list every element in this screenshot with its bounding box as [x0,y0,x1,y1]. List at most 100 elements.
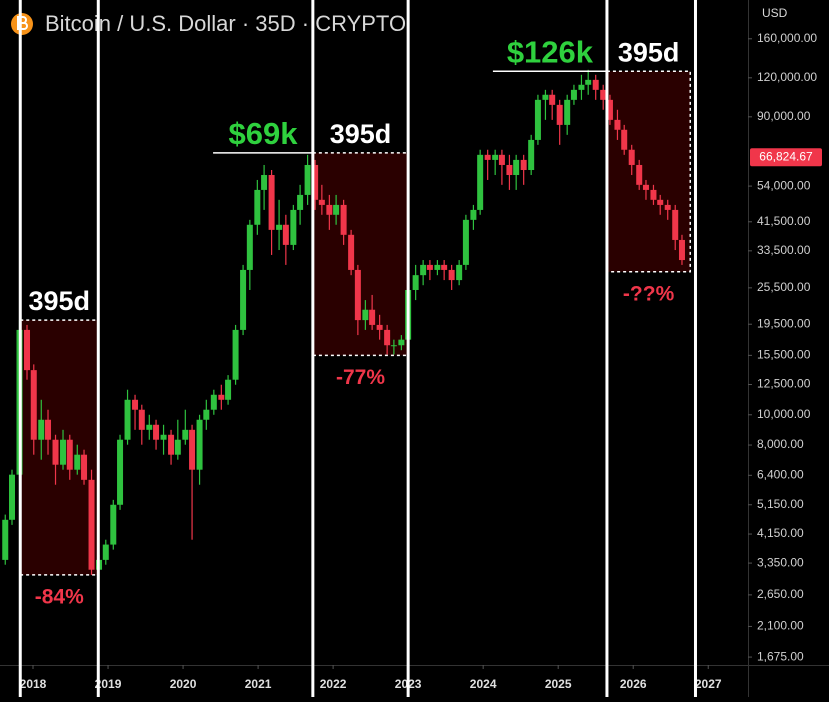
candle-body [650,189,657,200]
candle-body [52,439,59,465]
candle-body [664,204,671,210]
y-tick-label: 10,000.00 [757,407,811,421]
candle-body [102,544,109,560]
candle-body [304,164,311,195]
zone-duration: 395d [330,119,392,149]
last-price-label: 66,824.67 [759,149,813,163]
candle-body [297,194,304,210]
candle-body [513,159,520,176]
x-tick-label: 2027 [695,677,722,691]
candle-body [240,269,247,330]
y-tick-label: 5,150.00 [757,497,804,511]
candle-body [470,209,477,220]
candle-body [390,345,397,347]
candle-body [290,209,297,245]
peak-label: $69k [228,116,298,151]
x-tick-label: 2026 [620,677,647,691]
candle-body [426,264,433,270]
bitcoin-icon [11,13,33,35]
zone-duration: 395d [618,37,680,67]
candle-body [498,154,505,165]
candle-body [88,479,95,570]
candle-body [218,394,225,400]
drawdown-zone [19,319,100,576]
candle-body [196,419,203,470]
y-tick-label: 33,500.00 [757,243,811,257]
candle-body [117,439,124,505]
candle-body [369,309,376,325]
candle-body [340,204,347,235]
candle-body [74,454,81,470]
candle-body [9,474,16,520]
y-tick-label: 41,500.00 [757,214,811,228]
candle-body [384,329,391,346]
candle-body [585,79,592,85]
candle-body [492,154,499,160]
candle-body [2,519,9,560]
candle-body [160,434,167,440]
candle-body [138,409,145,430]
candle-body [606,99,613,120]
y-tick-label: 2,100.00 [757,619,804,633]
candle-body [38,419,45,440]
candle-body [477,154,484,210]
drawdown-zone [312,152,409,357]
candle-body [528,139,535,171]
candle-body [318,199,325,205]
candle-body [520,159,527,171]
candle-body [312,164,319,200]
candle-body [570,89,577,100]
zone-change: -??% [623,282,675,305]
candle-body [542,94,549,100]
candle-body [628,149,635,165]
candle-body [261,175,268,190]
zone-change: -84% [35,585,84,608]
x-tick-label: 2024 [470,677,497,691]
y-axis-label: USD [762,6,788,20]
y-tick-label: 4,150.00 [757,526,804,540]
candle-body [672,209,679,240]
candle-body [153,424,160,440]
y-tick-label: 6,400.00 [757,467,804,481]
zone-change: -77% [336,366,385,389]
candle-body [282,224,289,245]
x-tick-label: 2022 [320,677,347,691]
candle-body [225,379,232,400]
candle-body [24,329,31,371]
y-tick-label: 160,000.00 [757,31,817,45]
candle-body [326,204,333,215]
candle-body [621,129,628,150]
candle-body [412,275,419,290]
candle-body [564,99,571,125]
y-tick-label: 15,500.00 [757,348,811,362]
candle-body [448,269,455,281]
candle-body [642,184,649,190]
y-tick-label: 120,000.00 [757,70,817,84]
last-price-tag [750,148,822,167]
x-tick-label: 2018 [20,677,47,691]
x-tick-label: 2021 [245,677,272,691]
y-tick-label: 25,500.00 [757,280,811,294]
y-tick-label: 8,000.00 [757,437,804,451]
candle-body [232,329,239,380]
candle-body [124,399,131,440]
candle-body [506,164,513,176]
candle-body [578,84,585,90]
candle-body [420,264,427,276]
candle-body [456,264,463,281]
candle-body [376,324,383,330]
candle-body [203,409,210,420]
candle-body [210,394,217,410]
candle-body [132,399,139,410]
candle-body [30,370,37,440]
candle-body [168,434,175,455]
candle-body [81,454,88,480]
candle-body [614,119,621,130]
candle-body [60,439,67,465]
y-tick-label: 1,675.00 [757,649,804,663]
y-tick-label: 90,000.00 [757,109,811,123]
candle-body [189,429,196,470]
candle-body [354,269,361,321]
candle-body [110,504,117,545]
